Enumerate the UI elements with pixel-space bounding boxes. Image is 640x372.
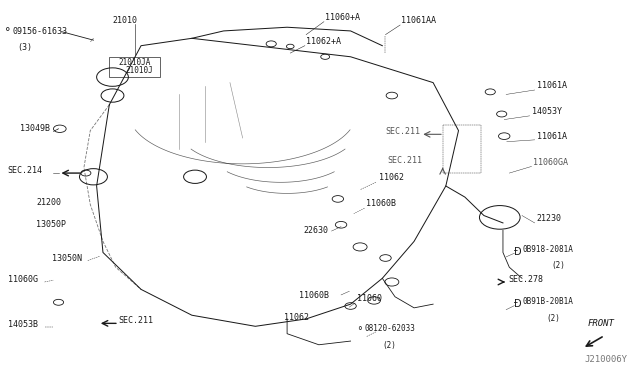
Text: 21200: 21200 [36, 198, 61, 207]
Text: 21010JA: 21010JA [118, 58, 151, 67]
Text: SEC.278: SEC.278 [508, 275, 543, 284]
Text: Ð: Ð [515, 299, 522, 309]
Text: 11060B: 11060B [298, 291, 328, 299]
Text: 11061A: 11061A [536, 81, 566, 90]
Text: °: ° [4, 27, 10, 37]
Text: 11060GA: 11060GA [533, 158, 568, 167]
Text: 11061A: 11061A [536, 132, 566, 141]
Text: 14053B: 14053B [8, 320, 38, 329]
Text: FRONT: FRONT [588, 319, 615, 328]
Text: SEC.214: SEC.214 [8, 166, 43, 175]
Text: 13050N: 13050N [52, 254, 82, 263]
Text: °: ° [357, 326, 362, 336]
Text: 13050P: 13050P [36, 219, 67, 229]
Text: Ð: Ð [515, 247, 522, 257]
Text: 0B91B-20B1A: 0B91B-20B1A [522, 297, 573, 306]
Text: 22630: 22630 [303, 226, 328, 235]
Text: 14053Y: 14053Y [532, 107, 561, 116]
Text: SEC.211: SEC.211 [119, 316, 154, 326]
Text: 21230: 21230 [536, 214, 562, 223]
Text: 0B918-2081A: 0B918-2081A [522, 245, 573, 254]
Text: 11060B: 11060B [367, 199, 396, 208]
Text: 11062: 11062 [284, 312, 309, 322]
Text: 21010: 21010 [113, 16, 138, 25]
Text: (2): (2) [551, 261, 565, 270]
Text: J210006Y: J210006Y [584, 356, 627, 365]
Text: 09156-61633: 09156-61633 [13, 27, 68, 36]
Bar [109, 57, 160, 77]
Text: 21010J: 21010J [126, 66, 154, 75]
Text: 11062+A: 11062+A [306, 37, 341, 46]
Text: 13049B: 13049B [20, 124, 51, 133]
Text: (2): (2) [546, 314, 560, 323]
Text: 08120-62033: 08120-62033 [365, 324, 415, 333]
Text: 11061AA: 11061AA [401, 16, 436, 25]
Text: 11062: 11062 [379, 173, 404, 182]
Text: 11060G: 11060G [8, 275, 38, 284]
Text: SEC.211: SEC.211 [385, 127, 420, 136]
Text: 11060: 11060 [357, 294, 382, 303]
Text: (3): (3) [17, 43, 32, 52]
Text: (2): (2) [382, 341, 396, 350]
Text: SEC.211: SEC.211 [387, 156, 422, 165]
Text: 11060+A: 11060+A [325, 13, 360, 22]
